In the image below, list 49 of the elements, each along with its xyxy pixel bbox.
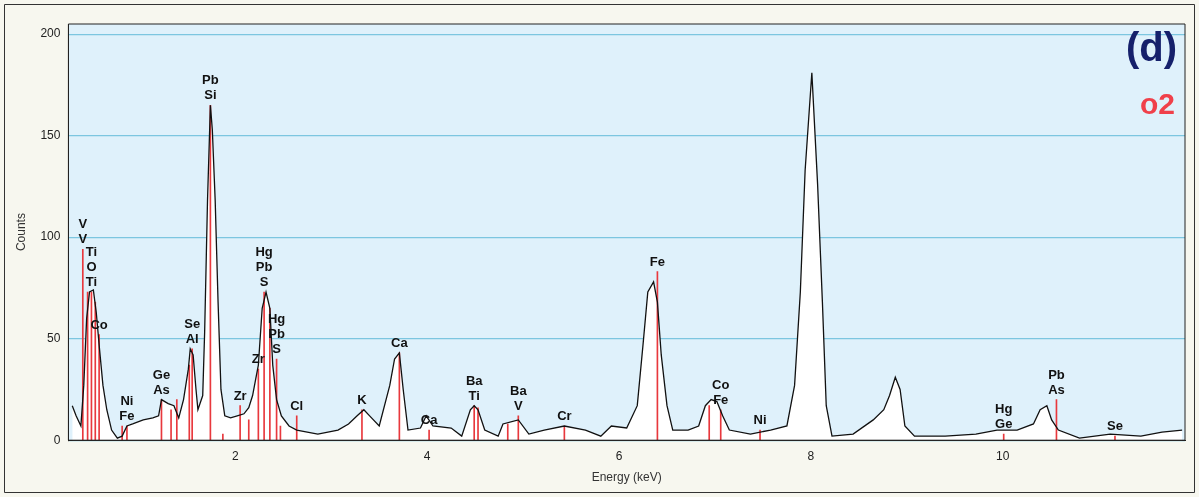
annotation: As	[1048, 381, 1065, 397]
annotation: Ti	[468, 387, 480, 403]
annotation: o2	[1139, 87, 1175, 121]
annotation: (d)	[1125, 25, 1177, 70]
annotation: Ti	[85, 274, 98, 290]
y-tick-label: 150	[40, 127, 61, 142]
annotation: S	[259, 274, 269, 290]
annotation: Zr	[233, 387, 247, 403]
annotation: Fe	[649, 253, 665, 269]
annotation: Cl	[290, 397, 304, 413]
annotation: Pb	[202, 72, 219, 88]
annotation: Fe	[713, 391, 729, 407]
annotation: Ni	[120, 393, 134, 409]
annotation: Pb	[1048, 366, 1065, 382]
annotation: V	[78, 216, 88, 232]
y-axis-title: Counts	[13, 213, 28, 252]
annotation: Se	[1107, 418, 1123, 434]
annotation: Ca	[391, 334, 409, 350]
x-tick-label: 10	[996, 448, 1010, 463]
x-tick-label: 2	[231, 448, 239, 463]
x-axis-title: Energy (keV)	[591, 470, 662, 485]
annotation: K	[357, 391, 368, 407]
annotation: Ba	[510, 382, 528, 398]
y-tick-label: 100	[40, 229, 61, 244]
annotation: S	[272, 341, 282, 357]
annotation: O	[86, 259, 97, 275]
annotation: Ge	[995, 416, 1013, 432]
annotation: Ge	[152, 366, 171, 382]
annotation: V	[78, 231, 88, 247]
y-tick-label: 200	[40, 26, 61, 41]
annotation: Ti	[85, 244, 98, 260]
annotation: Hg	[255, 244, 273, 260]
annotation: V	[513, 397, 523, 413]
annotation: Co	[712, 376, 730, 392]
annotation: Fe	[119, 408, 135, 424]
annotation: Ba	[465, 372, 484, 388]
annotation: As	[153, 381, 170, 397]
y-tick-label: 50	[47, 331, 61, 345]
x-tick-label: 6	[615, 448, 623, 463]
y-tick-label: 0	[53, 432, 61, 447]
x-tick-label: 4	[423, 448, 431, 463]
annotation: Cr	[557, 408, 572, 424]
annotation: Pb	[255, 259, 273, 275]
annotation: Ni	[753, 412, 767, 428]
annotation: Al	[185, 330, 199, 346]
annotation: Se	[184, 315, 201, 331]
x-tick-label: 8	[807, 448, 815, 463]
annotation: Si	[204, 87, 217, 103]
annotation: Hg	[995, 401, 1013, 417]
